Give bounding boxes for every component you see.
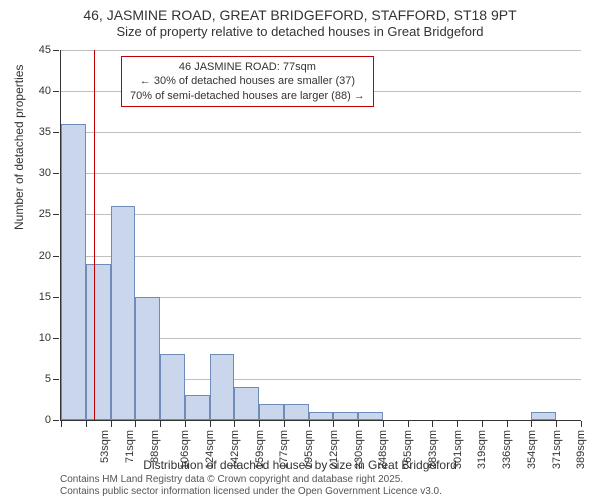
x-tick xyxy=(482,421,483,427)
x-tick xyxy=(333,421,334,427)
y-tick xyxy=(53,256,59,257)
y-tick-label: 5 xyxy=(23,373,51,385)
y-tick xyxy=(53,214,59,215)
gridline xyxy=(61,173,581,174)
x-axis-title: Distribution of detached houses by size … xyxy=(0,458,600,472)
histogram-bar xyxy=(210,354,235,420)
y-tick xyxy=(53,50,59,51)
histogram-bar xyxy=(333,412,358,420)
gridline xyxy=(61,214,581,215)
y-tick-label: 15 xyxy=(23,291,51,303)
y-tick-label: 40 xyxy=(23,85,51,97)
histogram-bar xyxy=(61,124,86,420)
histogram-bar xyxy=(531,412,556,420)
gridline xyxy=(61,256,581,257)
x-tick xyxy=(432,421,433,427)
x-tick xyxy=(284,421,285,427)
y-tick xyxy=(53,173,59,174)
x-tick xyxy=(135,421,136,427)
histogram-bar xyxy=(358,412,383,420)
x-tick xyxy=(457,421,458,427)
annotation-line2: ← 30% of detached houses are smaller (37… xyxy=(130,74,365,88)
y-tick xyxy=(53,91,59,92)
x-tick xyxy=(408,421,409,427)
y-tick-label: 30 xyxy=(23,167,51,179)
chart-title: 46, JASMINE ROAD, GREAT BRIDGEFORD, STAF… xyxy=(0,0,600,24)
property-marker-line xyxy=(94,50,95,420)
x-tick xyxy=(111,421,112,427)
histogram-bar xyxy=(234,387,259,420)
x-tick xyxy=(383,421,384,427)
y-tick-label: 25 xyxy=(23,208,51,220)
annotation-line1: 46 JASMINE ROAD: 77sqm xyxy=(130,60,365,74)
y-tick xyxy=(53,338,59,339)
chart-subtitle: Size of property relative to detached ho… xyxy=(0,24,600,45)
histogram-bar xyxy=(185,395,210,420)
x-tick xyxy=(358,421,359,427)
plot-area: 05101520253035404553sqm71sqm88sqm106sqm1… xyxy=(60,50,581,421)
y-tick-label: 0 xyxy=(23,414,51,426)
footnote-line1: Contains HM Land Registry data © Crown c… xyxy=(60,474,442,486)
x-tick xyxy=(86,421,87,427)
x-tick xyxy=(507,421,508,427)
y-tick-label: 45 xyxy=(23,44,51,56)
x-tick xyxy=(309,421,310,427)
x-tick xyxy=(185,421,186,427)
x-tick xyxy=(160,421,161,427)
x-tick xyxy=(581,421,582,427)
gridline xyxy=(61,132,581,133)
histogram-bar xyxy=(309,412,334,420)
y-tick xyxy=(53,379,59,380)
histogram-bar xyxy=(135,297,160,420)
y-tick xyxy=(53,297,59,298)
x-tick xyxy=(259,421,260,427)
histogram-bar xyxy=(284,404,309,420)
x-tick xyxy=(556,421,557,427)
y-tick-label: 20 xyxy=(23,250,51,262)
chart-container: 46, JASMINE ROAD, GREAT BRIDGEFORD, STAF… xyxy=(0,0,600,500)
y-tick-label: 35 xyxy=(23,126,51,138)
histogram-bar xyxy=(86,264,111,420)
y-tick-label: 10 xyxy=(23,332,51,344)
footnote-line2: Contains public sector information licen… xyxy=(60,486,442,498)
y-tick xyxy=(53,420,59,421)
footnote: Contains HM Land Registry data © Crown c… xyxy=(60,474,442,498)
histogram-bar xyxy=(160,354,185,420)
x-tick xyxy=(234,421,235,427)
annotation-line3: 70% of semi-detached houses are larger (… xyxy=(130,89,365,103)
x-tick xyxy=(210,421,211,427)
annotation-box: 46 JASMINE ROAD: 77sqm ← 30% of detached… xyxy=(121,56,374,107)
x-tick xyxy=(531,421,532,427)
histogram-bar xyxy=(111,206,136,420)
y-tick xyxy=(53,132,59,133)
histogram-bar xyxy=(259,404,284,420)
gridline xyxy=(61,50,581,51)
x-tick xyxy=(61,421,62,427)
